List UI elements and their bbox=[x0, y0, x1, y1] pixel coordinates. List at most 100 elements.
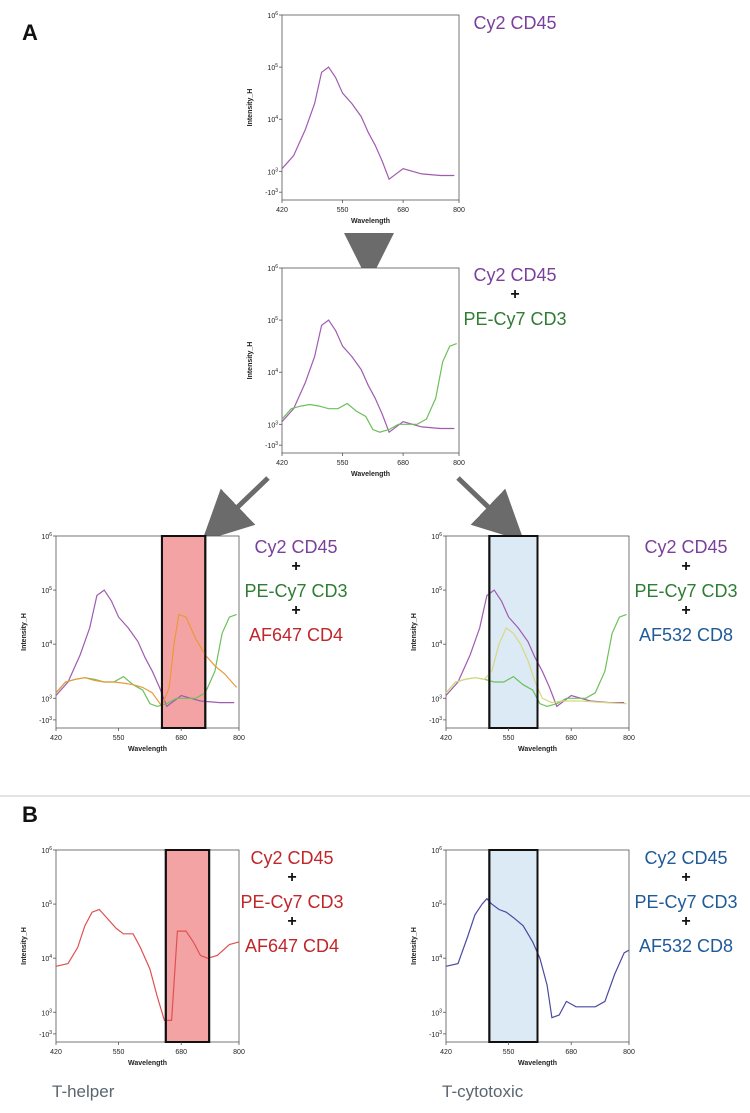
y-tick-label: 105 bbox=[41, 586, 52, 595]
x-tick-label: 550 bbox=[503, 1049, 515, 1056]
arrow-right bbox=[456, 476, 525, 542]
legend-entry: Cy2 CD45 bbox=[644, 537, 727, 557]
x-tick-label: 550 bbox=[503, 735, 515, 742]
y-tick-label: 104 bbox=[41, 640, 52, 649]
x-tick-label: 420 bbox=[440, 1049, 452, 1056]
y-axis-title: Intensity_H bbox=[411, 613, 418, 651]
y-axis-title: Intensity_H bbox=[21, 613, 28, 651]
t-cytotoxic-label: T-cytotoxic bbox=[442, 1082, 524, 1101]
detection-window-border bbox=[488, 849, 539, 1043]
legend-plus: + bbox=[291, 602, 300, 619]
plot-area bbox=[55, 849, 240, 1043]
y-tick-label: -103 bbox=[265, 441, 278, 450]
x-tick-label: 420 bbox=[276, 460, 288, 467]
x-tick-label: 550 bbox=[337, 207, 349, 214]
y-tick-label: 106 bbox=[267, 264, 278, 273]
x-axis-title: Wavelength bbox=[128, 1060, 167, 1067]
y-tick-label: 106 bbox=[41, 532, 52, 541]
y-tick-label: -103 bbox=[39, 716, 52, 725]
y-tick-label: 103 bbox=[41, 1008, 52, 1017]
y-tick-label: 105 bbox=[267, 63, 278, 72]
y-tick-label: -103 bbox=[265, 188, 278, 197]
detection-window-border bbox=[164, 849, 211, 1043]
flow-arrows bbox=[201, 233, 525, 542]
series-cy2 bbox=[55, 589, 235, 708]
chart-b2: 420 550 680 800 106 105 104 103 -103 Wavelength In… bbox=[411, 846, 738, 1067]
legend-entry: Cy2 CD45 bbox=[473, 265, 556, 285]
y-tick-label: 105 bbox=[431, 586, 442, 595]
x-tick-label: 550 bbox=[113, 1049, 125, 1056]
legend-entry: Cy2 CD45 bbox=[473, 13, 556, 33]
x-axis-title: Wavelength bbox=[518, 746, 557, 753]
detection-window-border bbox=[160, 535, 207, 729]
y-tick-label: -103 bbox=[39, 1030, 52, 1039]
y-tick-label: 103 bbox=[267, 420, 278, 429]
legend-entry: Cy2 CD45 bbox=[644, 848, 727, 868]
legend-plus: + bbox=[510, 286, 519, 303]
x-tick-label: 800 bbox=[233, 735, 245, 742]
y-tick-label: 104 bbox=[431, 640, 442, 649]
x-tick-label: 420 bbox=[276, 207, 288, 214]
legend-entry: AF647 CD4 bbox=[245, 936, 339, 956]
y-tick-label: 106 bbox=[431, 846, 442, 855]
y-tick-label: 104 bbox=[267, 368, 278, 377]
legend-plus: + bbox=[681, 602, 690, 619]
x-tick-label: 550 bbox=[113, 735, 125, 742]
legend-entry: Cy2 CD45 bbox=[250, 848, 333, 868]
y-tick-label: 103 bbox=[41, 694, 52, 703]
legend-plus: + bbox=[287, 913, 296, 930]
y-tick-label: 104 bbox=[41, 954, 52, 963]
y-tick-label: 104 bbox=[267, 115, 278, 124]
y-tick-label: -103 bbox=[429, 1030, 442, 1039]
legend-entry: PE-Cy7 CD3 bbox=[463, 309, 566, 329]
y-tick-label: 103 bbox=[431, 694, 442, 703]
detection-window bbox=[488, 535, 539, 729]
legend-entry: PE-Cy7 CD3 bbox=[634, 581, 737, 601]
x-tick-label: 800 bbox=[453, 460, 465, 467]
y-axis-title: Intensity_H bbox=[247, 89, 254, 127]
y-tick-label: 106 bbox=[431, 532, 442, 541]
series-af532 bbox=[445, 626, 627, 705]
x-tick-label: 800 bbox=[623, 1049, 635, 1056]
x-tick-label: 800 bbox=[233, 1049, 245, 1056]
x-tick-label: 800 bbox=[623, 735, 635, 742]
series-cy2 bbox=[445, 589, 625, 708]
y-axis-title: Intensity_H bbox=[247, 342, 254, 380]
detection-window bbox=[488, 849, 539, 1043]
series-cy2 bbox=[281, 66, 455, 181]
x-tick-label: 680 bbox=[565, 735, 577, 742]
y-tick-label: 103 bbox=[267, 167, 278, 176]
y-tick-label: 104 bbox=[431, 954, 442, 963]
legend-entry: Cy2 CD45 bbox=[254, 537, 337, 557]
legend-entry: AF532 CD8 bbox=[639, 936, 733, 956]
x-tick-label: 680 bbox=[175, 1049, 187, 1056]
plot-area bbox=[55, 535, 240, 729]
plot-area bbox=[281, 267, 460, 454]
arrow-left bbox=[201, 476, 270, 542]
legend-plus: + bbox=[681, 558, 690, 575]
charts-layer: 420 550 680 800 106 105 104 103 -103 Wavelength In… bbox=[21, 11, 738, 1067]
legend-plus: + bbox=[291, 558, 300, 575]
x-axis-title: Wavelength bbox=[518, 1060, 557, 1067]
x-tick-label: 420 bbox=[50, 1049, 62, 1056]
x-tick-label: 680 bbox=[397, 207, 409, 214]
series-af647 bbox=[55, 613, 238, 708]
series-cy2 bbox=[281, 319, 455, 434]
series-pecy7 bbox=[281, 343, 457, 433]
chart-a1: 420 550 680 800 106 105 104 103 -103 Wavelength In… bbox=[247, 11, 557, 225]
legend-entry: AF532 CD8 bbox=[639, 625, 733, 645]
y-tick-label: 105 bbox=[267, 316, 278, 325]
t-helper-label: T-helper bbox=[52, 1082, 115, 1101]
legend-entry: PE-Cy7 CD3 bbox=[244, 581, 347, 601]
y-tick-label: 106 bbox=[267, 11, 278, 20]
x-axis-title: Wavelength bbox=[128, 746, 167, 753]
legend-entry: PE-Cy7 CD3 bbox=[240, 892, 343, 912]
y-tick-label: 105 bbox=[41, 900, 52, 909]
x-tick-label: 800 bbox=[453, 207, 465, 214]
legend-plus: + bbox=[681, 869, 690, 886]
chart-a2: 420 550 680 800 106 105 104 103 -103 Wavelength In… bbox=[247, 264, 567, 478]
x-tick-label: 680 bbox=[397, 460, 409, 467]
chart-b1: 420 550 680 800 106 105 104 103 -103 Wavelength In… bbox=[21, 846, 344, 1067]
detection-window bbox=[160, 535, 207, 729]
